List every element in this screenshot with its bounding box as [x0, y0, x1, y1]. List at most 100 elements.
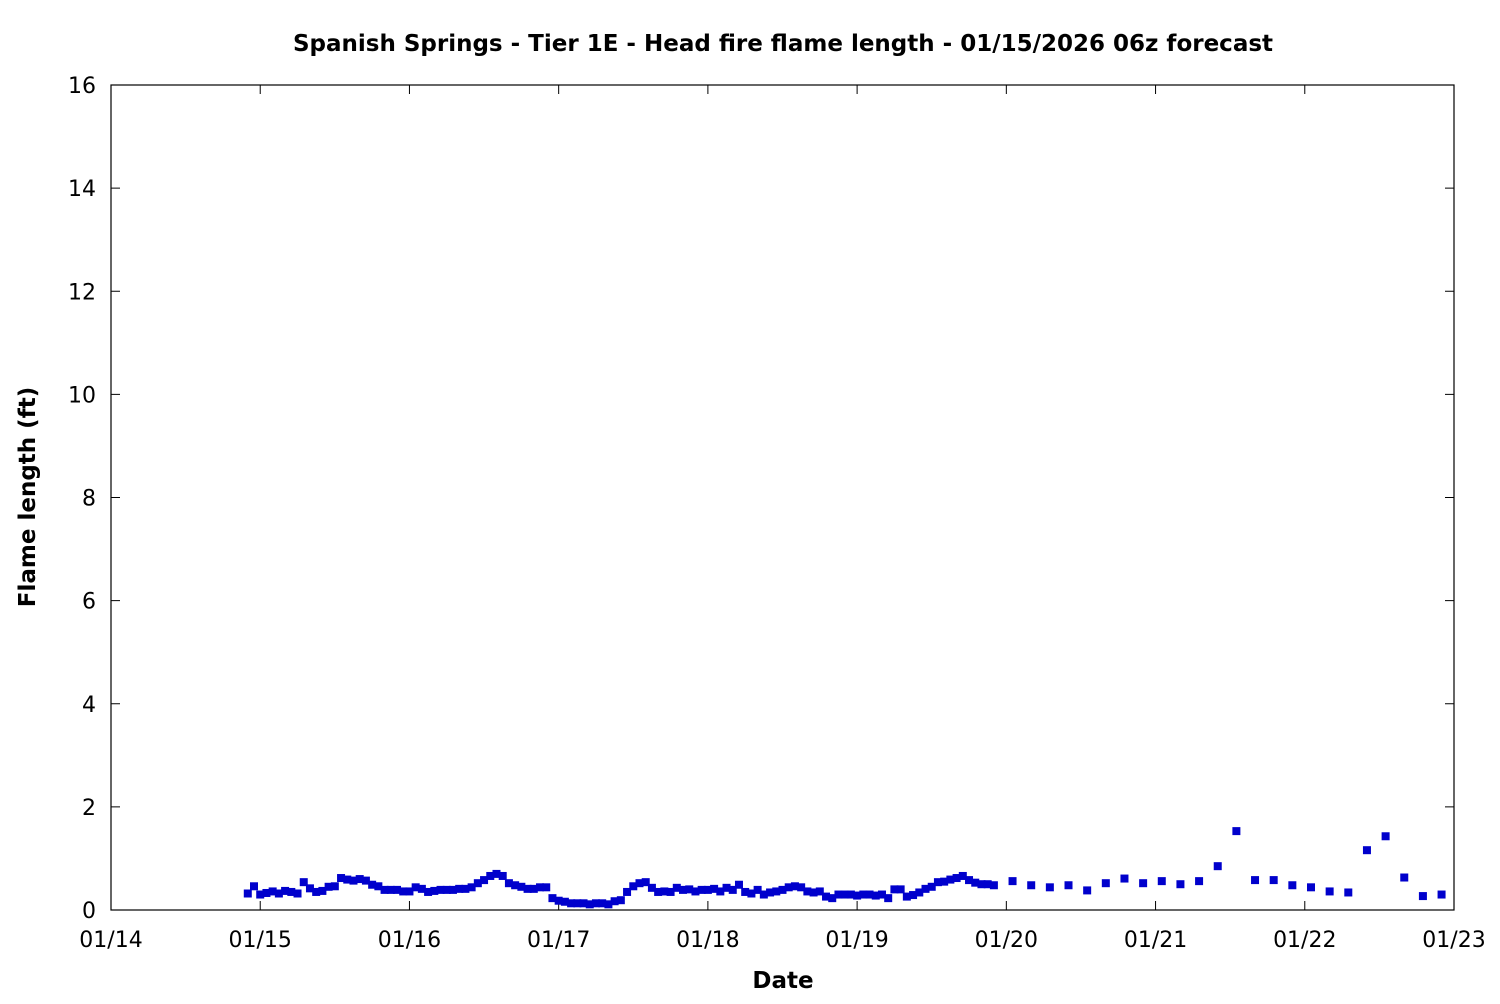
data-point [579, 899, 588, 908]
data-point [1176, 880, 1185, 889]
data-point [759, 890, 768, 899]
y-tick-label: 0 [82, 899, 96, 924]
data-point [349, 876, 358, 885]
plot-area-border [110, 84, 1455, 911]
data-point [840, 890, 849, 899]
data-point [703, 885, 712, 894]
data-point [710, 884, 719, 893]
data-point [697, 885, 706, 894]
data-point [679, 885, 688, 894]
data-point [685, 885, 694, 894]
data-point [1027, 881, 1036, 890]
data-point [591, 899, 600, 908]
data-point [529, 884, 538, 893]
data-point [405, 887, 414, 896]
data-point [386, 885, 395, 894]
data-point [909, 891, 918, 900]
data-point [915, 888, 924, 897]
data-point [728, 885, 737, 894]
data-point [1083, 886, 1092, 895]
data-point [946, 875, 955, 884]
data-point [312, 887, 321, 896]
x-tick-label: 01/21 [1124, 928, 1187, 953]
data-point [1437, 890, 1446, 899]
y-tick-label: 12 [68, 280, 96, 305]
data-point [672, 883, 681, 892]
y-tick-label: 8 [82, 487, 96, 512]
data-point [287, 887, 296, 896]
data-point [268, 887, 277, 896]
data-point [1213, 862, 1222, 871]
data-point [933, 878, 942, 887]
data-point [722, 883, 731, 892]
data-point [647, 883, 656, 892]
data-point [965, 876, 974, 885]
data-point [952, 874, 961, 883]
data-point [1288, 881, 1297, 890]
data-point [753, 885, 762, 894]
data-point [380, 885, 389, 894]
data-point [641, 878, 650, 887]
y-tick-label: 2 [82, 796, 96, 821]
data-point [274, 889, 283, 898]
y-tick-label: 4 [82, 693, 96, 718]
data-point [567, 899, 576, 908]
data-point [262, 888, 271, 897]
data-point [815, 887, 824, 896]
data-point [523, 884, 532, 893]
data-point [330, 882, 339, 891]
data-point [846, 890, 855, 899]
data-point [560, 897, 569, 906]
data-point [448, 885, 457, 894]
x-tick-label: 01/22 [1273, 928, 1336, 953]
data-point [766, 888, 775, 897]
data-point [884, 894, 893, 903]
data-point [989, 881, 998, 890]
data-point [921, 884, 930, 893]
data-point [554, 896, 563, 905]
data-point [666, 887, 675, 896]
data-point [1362, 846, 1371, 855]
data-point [299, 878, 308, 887]
data-point [368, 880, 377, 889]
data-point [1195, 877, 1204, 886]
data-point [305, 884, 314, 893]
data-point [1101, 879, 1110, 888]
data-point [859, 890, 868, 899]
data-point [691, 887, 700, 896]
data-point [654, 887, 663, 896]
data-point [598, 899, 607, 908]
data-point [1344, 888, 1353, 897]
data-point [293, 889, 302, 898]
data-point [716, 887, 725, 896]
data-point [834, 890, 843, 899]
y-tick-label: 14 [68, 177, 96, 202]
data-point [337, 874, 346, 883]
data-point [1400, 873, 1409, 882]
data-point [461, 884, 470, 893]
data-point [958, 871, 967, 880]
x-tick-label: 01/14 [79, 928, 142, 953]
x-tick-label: 01/15 [229, 928, 292, 953]
data-point [828, 894, 837, 903]
x-tick-label: 01/18 [676, 928, 739, 953]
data-point [747, 889, 756, 898]
data-point [977, 880, 986, 889]
data-point [473, 879, 482, 888]
data-point [442, 885, 451, 894]
data-point [324, 882, 333, 891]
data-point [1008, 877, 1017, 886]
data-point [784, 883, 793, 892]
data-point [809, 888, 818, 897]
data-point [853, 891, 862, 900]
data-point [1232, 827, 1241, 836]
data-point [511, 881, 520, 890]
data-point [635, 879, 644, 888]
data-point [865, 890, 874, 899]
y-tick-label: 16 [68, 74, 96, 99]
data-point [877, 890, 886, 899]
data-point [361, 876, 370, 885]
data-point [243, 889, 252, 898]
y-tick-label: 6 [82, 590, 96, 615]
data-point [411, 883, 420, 892]
